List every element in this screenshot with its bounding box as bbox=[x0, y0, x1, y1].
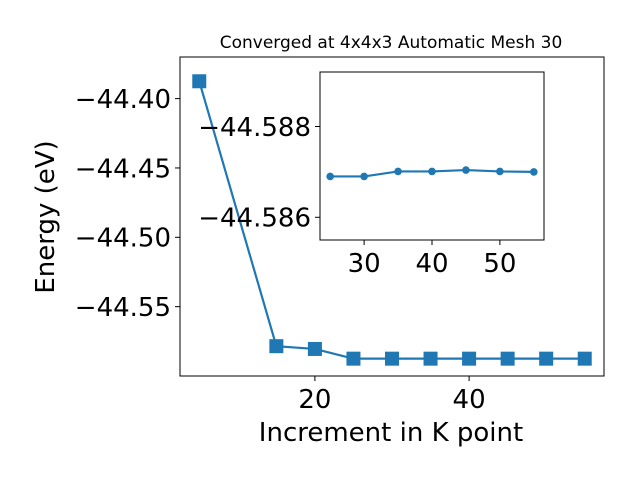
inset-data-point bbox=[394, 167, 402, 176]
main-data-point bbox=[577, 351, 592, 366]
main-data-point bbox=[500, 351, 515, 366]
x-axis-label: Increment in K point bbox=[259, 418, 523, 448]
main-plot-frame bbox=[179, 56, 605, 377]
main-x-tick-label: 40 bbox=[453, 385, 486, 415]
main-x-tick-label: 20 bbox=[298, 385, 331, 415]
main-y-tick-label: −44.55 bbox=[75, 293, 171, 323]
inset-data-point bbox=[360, 172, 368, 181]
main-data-point bbox=[346, 351, 361, 366]
inset-plot-area bbox=[320, 72, 544, 240]
main-data-point bbox=[307, 341, 322, 356]
main-data-point bbox=[192, 74, 207, 89]
main-data-point bbox=[385, 351, 399, 366]
main-y-tick-label: −44.40 bbox=[75, 85, 171, 115]
inset-data-point bbox=[326, 172, 334, 181]
main-data-point bbox=[423, 351, 438, 366]
inset-x-tick-label: 40 bbox=[415, 249, 448, 279]
inset-data-point bbox=[496, 167, 504, 176]
main-series-line bbox=[198, 80, 585, 360]
main-y-tick-label: −44.45 bbox=[75, 154, 171, 184]
inset-data-point bbox=[530, 168, 538, 176]
y-axis-label: Energy (eV) bbox=[31, 140, 61, 293]
chart-title: Converged at 4x4x3 Automatic Mesh 30 bbox=[220, 33, 563, 53]
inset-x-tick-label: 50 bbox=[483, 249, 516, 279]
main-data-point bbox=[539, 351, 554, 366]
inset-y-tick-label: −44.586 bbox=[198, 204, 311, 234]
inset-data-point bbox=[462, 166, 470, 174]
main-data-point bbox=[462, 351, 477, 366]
inset-data-point bbox=[428, 167, 436, 176]
main-y-tick-label: −44.50 bbox=[75, 224, 171, 254]
main-data-point bbox=[269, 339, 284, 354]
inset-y-tick-label: −44.588 bbox=[198, 113, 311, 143]
inset-x-tick-label: 30 bbox=[348, 249, 381, 279]
